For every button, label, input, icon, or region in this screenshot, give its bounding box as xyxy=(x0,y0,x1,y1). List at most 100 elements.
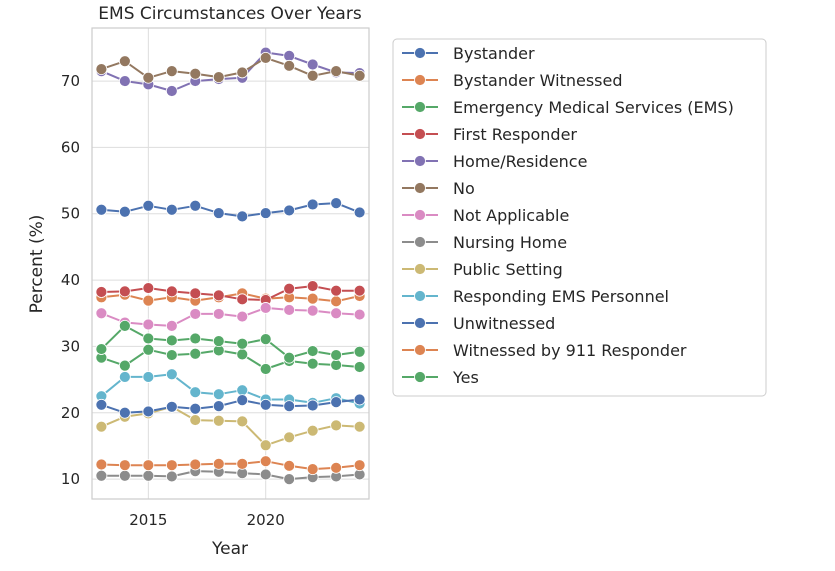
legend-item: Home/Residence xyxy=(402,152,587,171)
data-point xyxy=(165,319,178,332)
data-point xyxy=(95,458,108,471)
data-point xyxy=(353,206,366,219)
data-point xyxy=(165,203,178,216)
legend-marker xyxy=(414,101,426,113)
data-point xyxy=(142,71,155,84)
data-point xyxy=(189,414,202,426)
legend-item: Nursing Home xyxy=(402,233,567,252)
data-point xyxy=(306,304,319,317)
data-point xyxy=(236,384,249,397)
data-point xyxy=(212,414,225,427)
data-point xyxy=(330,307,343,320)
legend-item: Unwitnessed xyxy=(402,314,555,333)
legend-marker xyxy=(414,209,426,221)
legend-frame xyxy=(392,38,767,397)
y-tick-label: 70 xyxy=(61,72,80,90)
legend-item: Bystander xyxy=(402,44,535,63)
data-point xyxy=(330,419,343,432)
data-point xyxy=(118,406,131,419)
legend-marker xyxy=(414,290,426,302)
series-7 xyxy=(95,465,366,485)
data-point xyxy=(189,199,202,212)
data-point xyxy=(330,295,343,308)
data-point xyxy=(236,348,249,361)
legend-label: First Responder xyxy=(453,125,577,144)
legend-label: Not Applicable xyxy=(453,206,569,225)
data-point xyxy=(142,318,155,331)
data-point xyxy=(165,285,178,298)
series-8 xyxy=(95,400,366,452)
legend-label: Nursing Home xyxy=(453,233,567,252)
legend-item: Not Applicable xyxy=(402,206,569,225)
legend-item: No xyxy=(402,179,475,198)
data-point xyxy=(259,207,272,219)
data-point xyxy=(189,458,202,471)
legend-marker xyxy=(414,371,426,383)
data-point xyxy=(353,284,366,297)
data-point xyxy=(212,457,225,470)
data-point xyxy=(212,335,225,348)
data-point xyxy=(142,343,155,356)
data-point xyxy=(306,292,319,305)
data-point xyxy=(95,307,108,320)
series-12 xyxy=(95,319,366,364)
data-point xyxy=(165,85,178,97)
data-point xyxy=(330,197,343,210)
data-point xyxy=(189,347,202,360)
series-6 xyxy=(95,302,366,332)
x-tick-label: 2020 xyxy=(247,511,285,529)
legend-item: First Responder xyxy=(402,125,577,144)
data-point xyxy=(142,469,155,482)
y-tick-label: 30 xyxy=(61,337,80,355)
legend-label: No xyxy=(453,179,475,198)
data-point xyxy=(330,65,343,78)
data-point xyxy=(95,286,108,298)
data-point xyxy=(118,75,131,87)
data-point xyxy=(165,368,178,381)
legend-items: Bystander Bystander Witnessed Emergency Me… xyxy=(402,44,734,387)
data-point xyxy=(165,400,178,413)
legend-marker xyxy=(414,128,426,140)
data-point xyxy=(118,285,131,298)
data-point xyxy=(189,332,202,345)
series-4 xyxy=(95,46,366,97)
legend-item: Public Setting xyxy=(402,260,563,279)
legend-marker xyxy=(414,236,426,248)
legend-label: Public Setting xyxy=(453,260,563,279)
chart-title: EMS Circumstances Over Years xyxy=(98,4,362,24)
data-point xyxy=(353,459,366,472)
data-point xyxy=(306,58,319,71)
data-point xyxy=(353,393,366,406)
data-point xyxy=(353,420,366,433)
y-tick-label: 40 xyxy=(61,271,80,289)
tick-labels: 10 20 30 40 50 60 70 2015 2020 xyxy=(61,72,285,529)
data-point xyxy=(236,210,249,223)
data-point xyxy=(330,284,343,297)
series-layer xyxy=(95,46,366,485)
series-line xyxy=(101,202,360,218)
legend-marker xyxy=(414,155,426,167)
legend-marker xyxy=(414,74,426,86)
data-point xyxy=(283,473,296,485)
data-point xyxy=(259,468,272,481)
legend-marker xyxy=(414,263,426,275)
data-point xyxy=(259,398,272,411)
data-point xyxy=(306,345,319,357)
data-point xyxy=(259,51,272,64)
legend-marker xyxy=(414,317,426,329)
legend-label: Emergency Medical Services (EMS) xyxy=(453,98,734,117)
data-point xyxy=(330,396,343,409)
data-point xyxy=(259,439,272,452)
data-point xyxy=(236,394,249,407)
data-point xyxy=(306,399,319,412)
series-line xyxy=(100,373,360,405)
data-point xyxy=(165,65,178,78)
legend-item: Emergency Medical Services (EMS) xyxy=(402,98,734,117)
data-point xyxy=(353,69,366,82)
data-point xyxy=(189,67,202,80)
data-point xyxy=(118,469,131,482)
data-point xyxy=(353,345,366,358)
data-point xyxy=(189,308,202,320)
data-point xyxy=(259,302,272,314)
data-point xyxy=(283,304,296,316)
